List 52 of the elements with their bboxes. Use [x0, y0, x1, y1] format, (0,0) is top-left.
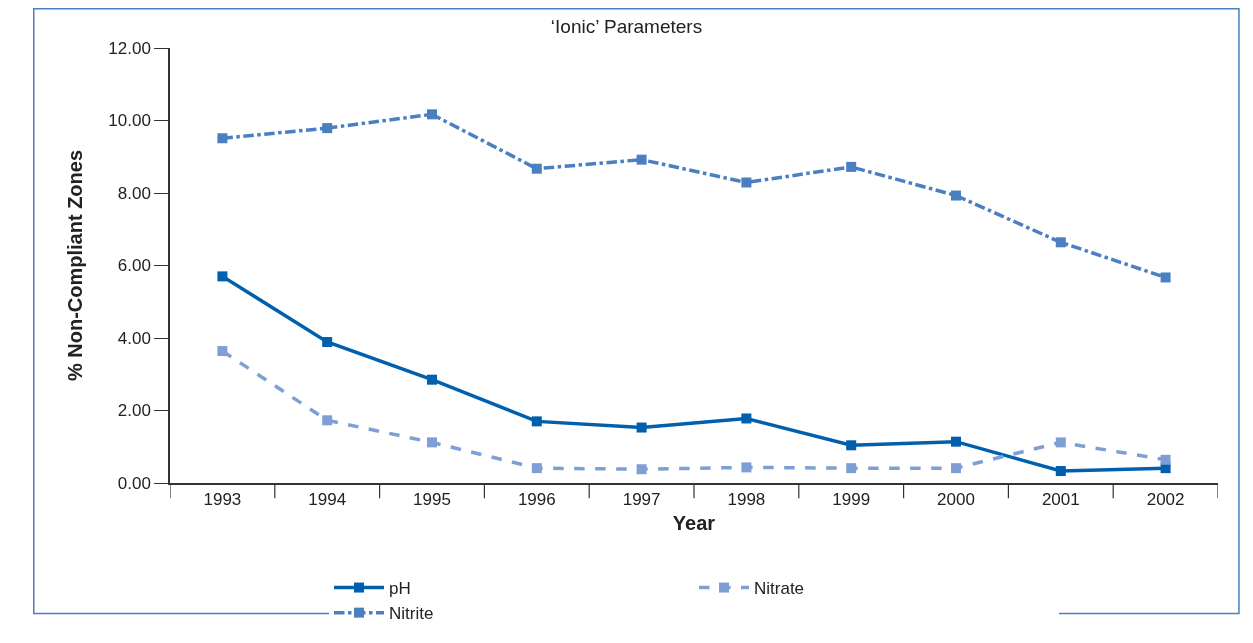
x-tick-label: 1999 — [832, 490, 871, 510]
point — [1055, 237, 1066, 248]
x-tick-label: 1998 — [727, 490, 766, 510]
y-axis-title: % Non-Compliant Zones — [64, 149, 87, 382]
y-tick-label: 8.00 — [117, 183, 151, 203]
point — [846, 463, 857, 474]
x-axis-title: Year — [672, 512, 716, 535]
y-tick-label: 4.00 — [117, 328, 151, 348]
point — [636, 422, 647, 433]
x-tick-label: 1993 — [203, 490, 242, 510]
chart-title: ‘Ionic’ Parameters — [550, 15, 703, 37]
y-tick-label: 2.00 — [117, 401, 151, 421]
point — [741, 177, 752, 188]
point — [951, 190, 961, 201]
point — [951, 436, 961, 447]
point — [846, 440, 857, 451]
point — [217, 271, 228, 282]
x-tick-label: 1996 — [517, 490, 556, 510]
point — [1160, 272, 1171, 283]
x-tick-label: 2001 — [1041, 490, 1080, 510]
x-tick-label: 1997 — [622, 490, 661, 510]
y-tick-label: 12.00 — [108, 38, 151, 58]
point — [1055, 466, 1066, 477]
point — [531, 463, 542, 474]
point — [531, 163, 542, 174]
point — [531, 416, 542, 427]
point — [846, 161, 857, 172]
point — [427, 374, 437, 385]
legend-label: Nitrite — [389, 604, 434, 624]
point — [636, 464, 647, 475]
point — [217, 346, 228, 357]
x-tick-label: 1995 — [413, 490, 451, 510]
legend-label: Nitrate — [754, 579, 805, 599]
x-tick-label: 2002 — [1146, 490, 1185, 510]
point — [1055, 437, 1066, 448]
x-tick-label: 1994 — [308, 490, 347, 510]
point — [636, 154, 647, 165]
point — [322, 123, 333, 134]
y-tick-label: 10.00 — [108, 111, 151, 131]
y-tick-label: 0.00 — [117, 473, 151, 493]
point — [322, 415, 333, 426]
x-tick-label: 2000 — [937, 490, 975, 510]
point — [951, 463, 961, 474]
legend-label: pH — [389, 579, 411, 599]
point — [741, 462, 752, 473]
y-tick-label: 6.00 — [117, 256, 151, 276]
point — [322, 336, 333, 347]
point — [427, 437, 437, 448]
point — [427, 109, 437, 120]
point — [217, 133, 228, 144]
point — [741, 413, 752, 424]
point — [1160, 454, 1171, 465]
